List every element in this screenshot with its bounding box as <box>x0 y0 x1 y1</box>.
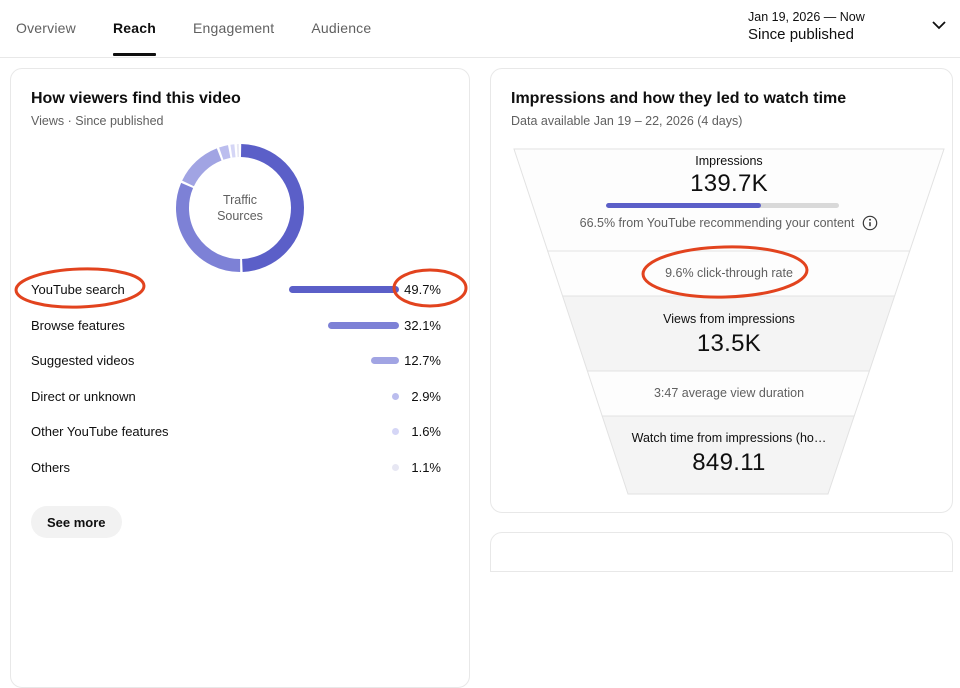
recommendation-progress-fill <box>606 203 761 208</box>
traffic-source-row: Direct or unknown 2.9% <box>11 379 469 415</box>
watch-time-label: Watch time from impressions (ho… <box>529 431 929 445</box>
traffic-source-label: Browse features <box>31 318 125 333</box>
tab-label: Overview <box>16 20 76 36</box>
date-range-picker[interactable]: Jan 19, 2026 — Now Since published <box>730 0 960 56</box>
next-card-partial <box>490 532 953 572</box>
traffic-card-title: How viewers find this video <box>31 90 241 108</box>
traffic-source-percent: 1.6% <box>381 424 441 439</box>
click-through-rate-text: 9.6% click-through rate <box>529 266 929 280</box>
recommendation-progress-bar <box>606 203 839 208</box>
tab-overview[interactable]: Overview <box>16 0 76 56</box>
see-more-button[interactable]: See more <box>31 506 122 538</box>
chevron-down-icon[interactable] <box>930 16 948 34</box>
donut-center-line2: Sources <box>165 208 315 224</box>
traffic-source-row: Other YouTube features 1.6% <box>11 414 469 450</box>
date-range-text: Jan 19, 2026 — Now Since published <box>748 9 865 45</box>
tab-audience[interactable]: Audience <box>311 0 371 56</box>
traffic-source-label: Direct or unknown <box>31 389 136 404</box>
tab-engagement[interactable]: Engagement <box>193 0 274 56</box>
donut-segment <box>188 154 219 183</box>
impressions-label: Impressions <box>529 154 929 168</box>
tab-label: Audience <box>311 20 371 36</box>
traffic-source-percent: 2.9% <box>381 389 441 404</box>
traffic-sources-card: How viewers find this video Views · Sinc… <box>10 68 470 688</box>
traffic-source-label: Other YouTube features <box>31 424 169 439</box>
impressions-value: 139.7K <box>529 170 929 198</box>
traffic-card-subtitle: Views · Since published <box>31 114 163 128</box>
analytics-tabs: Overview Reach Engagement Audience <box>16 0 371 56</box>
youtube-studio-analytics-reach: { "header": { "tabs": [ {"label": "Overv… <box>0 0 960 538</box>
views-from-impressions-value: 13.5K <box>529 330 929 358</box>
info-icon[interactable] <box>862 215 878 231</box>
traffic-source-label: YouTube search <box>31 282 125 297</box>
traffic-source-label: Suggested videos <box>31 353 134 368</box>
top-nav-bar: Overview Reach Engagement Audience Jan 1… <box>0 0 960 58</box>
recommendation-share-row: 66.5% from YouTube recommending your con… <box>529 215 929 231</box>
traffic-source-percent: 32.1% <box>381 318 441 333</box>
traffic-source-percent: 49.7% <box>381 282 441 297</box>
tab-label: Reach <box>113 20 156 36</box>
date-range-value: Jan 19, 2026 — Now <box>748 9 865 25</box>
donut-segment <box>221 152 229 154</box>
date-preset-value: Since published <box>748 25 865 45</box>
traffic-source-row: Others 1.1% <box>11 450 469 486</box>
tab-label: Engagement <box>193 20 274 36</box>
traffic-source-row: YouTube search 49.7% <box>11 272 469 308</box>
traffic-source-label: Others <box>31 460 70 475</box>
tab-reach[interactable]: Reach <box>113 0 156 56</box>
traffic-source-percent: 12.7% <box>381 353 441 368</box>
watch-time-value: 849.11 <box>529 449 929 477</box>
average-view-duration-text: 3:47 average view duration <box>529 386 929 400</box>
traffic-sources-list: YouTube search 49.7% Browse features 32.… <box>11 272 469 485</box>
recommendation-share-text: 66.5% from YouTube recommending your con… <box>580 216 855 230</box>
traffic-source-row: Browse features 32.1% <box>11 308 469 344</box>
traffic-source-percent: 1.1% <box>381 460 441 475</box>
impressions-funnel-card: Impressions and how they led to watch ti… <box>490 68 953 513</box>
donut-center-label: Traffic Sources <box>165 192 315 224</box>
impressions-funnel-shape <box>491 69 952 512</box>
traffic-source-row: Suggested videos 12.7% <box>11 343 469 379</box>
donut-center-line1: Traffic <box>165 192 315 208</box>
views-from-impressions-label: Views from impressions <box>529 312 929 326</box>
